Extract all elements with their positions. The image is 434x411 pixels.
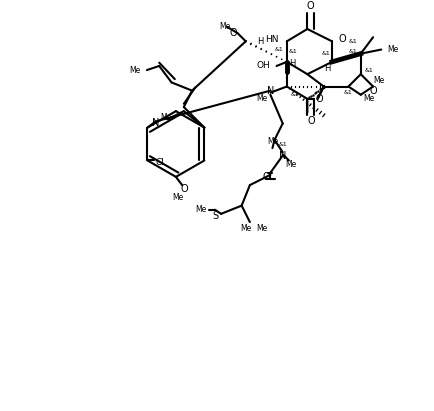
- Text: &1: &1: [348, 39, 357, 44]
- Text: &1: &1: [365, 67, 373, 73]
- Text: S: S: [212, 211, 218, 221]
- Text: O: O: [369, 85, 377, 96]
- Text: Me: Me: [172, 193, 184, 202]
- Text: N: N: [267, 85, 274, 96]
- Text: Me: Me: [220, 23, 231, 32]
- Text: &1: &1: [289, 49, 297, 54]
- Text: Me: Me: [363, 95, 375, 103]
- Text: Me: Me: [129, 66, 141, 74]
- Text: Me: Me: [256, 95, 268, 103]
- Text: HN: HN: [265, 35, 279, 44]
- Text: H: H: [324, 64, 330, 72]
- Text: Me: Me: [267, 137, 278, 146]
- Text: OH: OH: [256, 62, 270, 70]
- Text: &1: &1: [278, 141, 287, 146]
- Text: &1: &1: [344, 90, 353, 95]
- Text: Me: Me: [285, 160, 296, 169]
- Text: Me: Me: [374, 76, 385, 85]
- Text: &1: &1: [291, 92, 299, 97]
- Text: Cl: Cl: [156, 158, 164, 167]
- Text: O: O: [308, 116, 315, 127]
- Text: Me: Me: [256, 224, 267, 233]
- Text: Me: Me: [160, 113, 171, 122]
- Text: &1: &1: [348, 49, 357, 54]
- Text: Me: Me: [240, 224, 251, 233]
- Text: O: O: [230, 28, 237, 38]
- Text: O: O: [316, 94, 323, 104]
- Text: O: O: [306, 1, 314, 12]
- Text: H: H: [289, 60, 295, 68]
- Text: N: N: [152, 118, 159, 129]
- Text: Me: Me: [195, 205, 207, 214]
- Text: O: O: [338, 34, 346, 44]
- Text: O: O: [181, 184, 188, 194]
- Text: Me: Me: [388, 45, 399, 54]
- Text: H: H: [257, 37, 263, 46]
- Text: &1: &1: [274, 47, 283, 52]
- Text: N: N: [279, 151, 286, 162]
- Text: O: O: [263, 172, 270, 182]
- Text: &1: &1: [322, 51, 330, 56]
